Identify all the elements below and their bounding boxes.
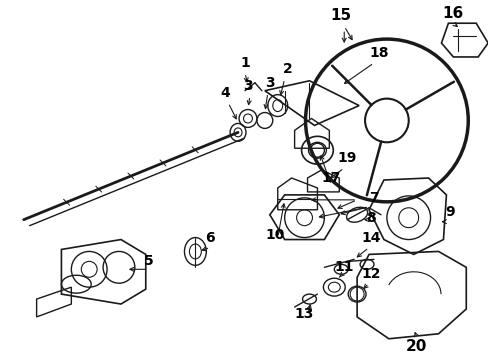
Text: 11: 11 [335,260,354,274]
Text: 7: 7 [369,191,379,205]
Text: 15: 15 [331,8,352,23]
Text: 20: 20 [406,339,427,354]
Text: 18: 18 [369,46,389,60]
Text: 6: 6 [205,230,215,244]
Text: 14: 14 [361,230,381,244]
Text: 19: 19 [338,151,357,165]
Text: 8: 8 [366,211,376,225]
Text: 4: 4 [220,86,230,100]
Text: 9: 9 [445,205,455,219]
Text: 2: 2 [283,62,293,76]
Text: 12: 12 [361,267,381,281]
Text: 3: 3 [265,76,274,90]
Text: 17: 17 [321,171,341,185]
Text: 1: 1 [240,56,250,70]
Text: 5: 5 [144,255,154,268]
Text: 10: 10 [265,228,285,242]
Text: 13: 13 [295,307,314,321]
Text: 3: 3 [243,79,253,93]
Text: 16: 16 [443,6,464,21]
